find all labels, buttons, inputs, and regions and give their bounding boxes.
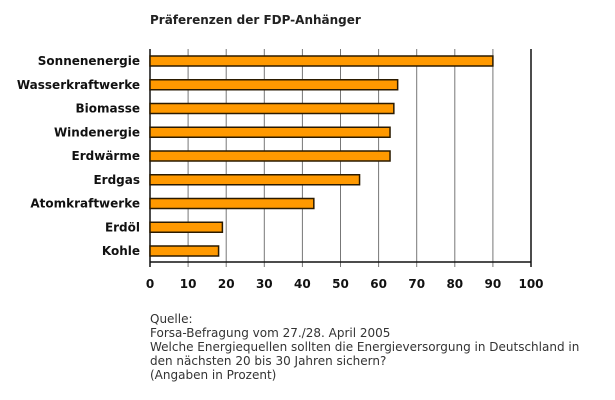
bar xyxy=(149,197,315,210)
bar xyxy=(149,150,391,162)
x-tick-label: 10 xyxy=(180,277,197,291)
source-line: den nächsten 20 bis 30 Jahren sichern? xyxy=(150,354,387,368)
source-line: (Angaben in Prozent) xyxy=(150,368,277,382)
category-label: Sonnenenergie xyxy=(38,54,140,68)
source-line: Forsa-Befragung vom 27./28. April 2005 xyxy=(150,326,391,340)
x-tick-label: 30 xyxy=(256,277,273,291)
chart-title: Präferenzen der FDP-Anhänger xyxy=(150,13,361,27)
x-tick-label: 90 xyxy=(485,277,502,291)
x-tick-label: 40 xyxy=(294,277,311,291)
category-label: Erdwärme xyxy=(72,149,140,163)
x-tick-label: 60 xyxy=(370,277,387,291)
category-label: Wasserkraftwerke xyxy=(17,78,140,92)
bar xyxy=(149,174,361,186)
x-tick-label: 20 xyxy=(218,277,235,291)
x-tick-label: 50 xyxy=(332,277,349,291)
category-label: Erdgas xyxy=(93,173,140,187)
bar xyxy=(149,221,224,233)
source-line: Welche Energiequellen sollten die Energi… xyxy=(150,340,580,354)
category-label: Biomasse xyxy=(75,102,140,116)
x-tick-label: 0 xyxy=(146,277,154,291)
x-tick-label: 100 xyxy=(518,277,543,291)
bar xyxy=(149,79,399,91)
bar xyxy=(149,245,220,257)
category-label: Erdöl xyxy=(105,220,140,234)
bar xyxy=(149,102,395,115)
category-label: Kohle xyxy=(102,244,140,258)
category-label: Windenergie xyxy=(54,125,140,139)
x-tick-label: 80 xyxy=(446,277,463,291)
source-line: Quelle: xyxy=(150,312,193,326)
x-tick-label: 70 xyxy=(408,277,425,291)
category-label: Atomkraftwerke xyxy=(30,197,140,211)
bar xyxy=(149,55,494,67)
bar xyxy=(149,126,391,138)
source-note: Quelle: Forsa-Befragung vom 27./28. Apri… xyxy=(150,312,579,382)
